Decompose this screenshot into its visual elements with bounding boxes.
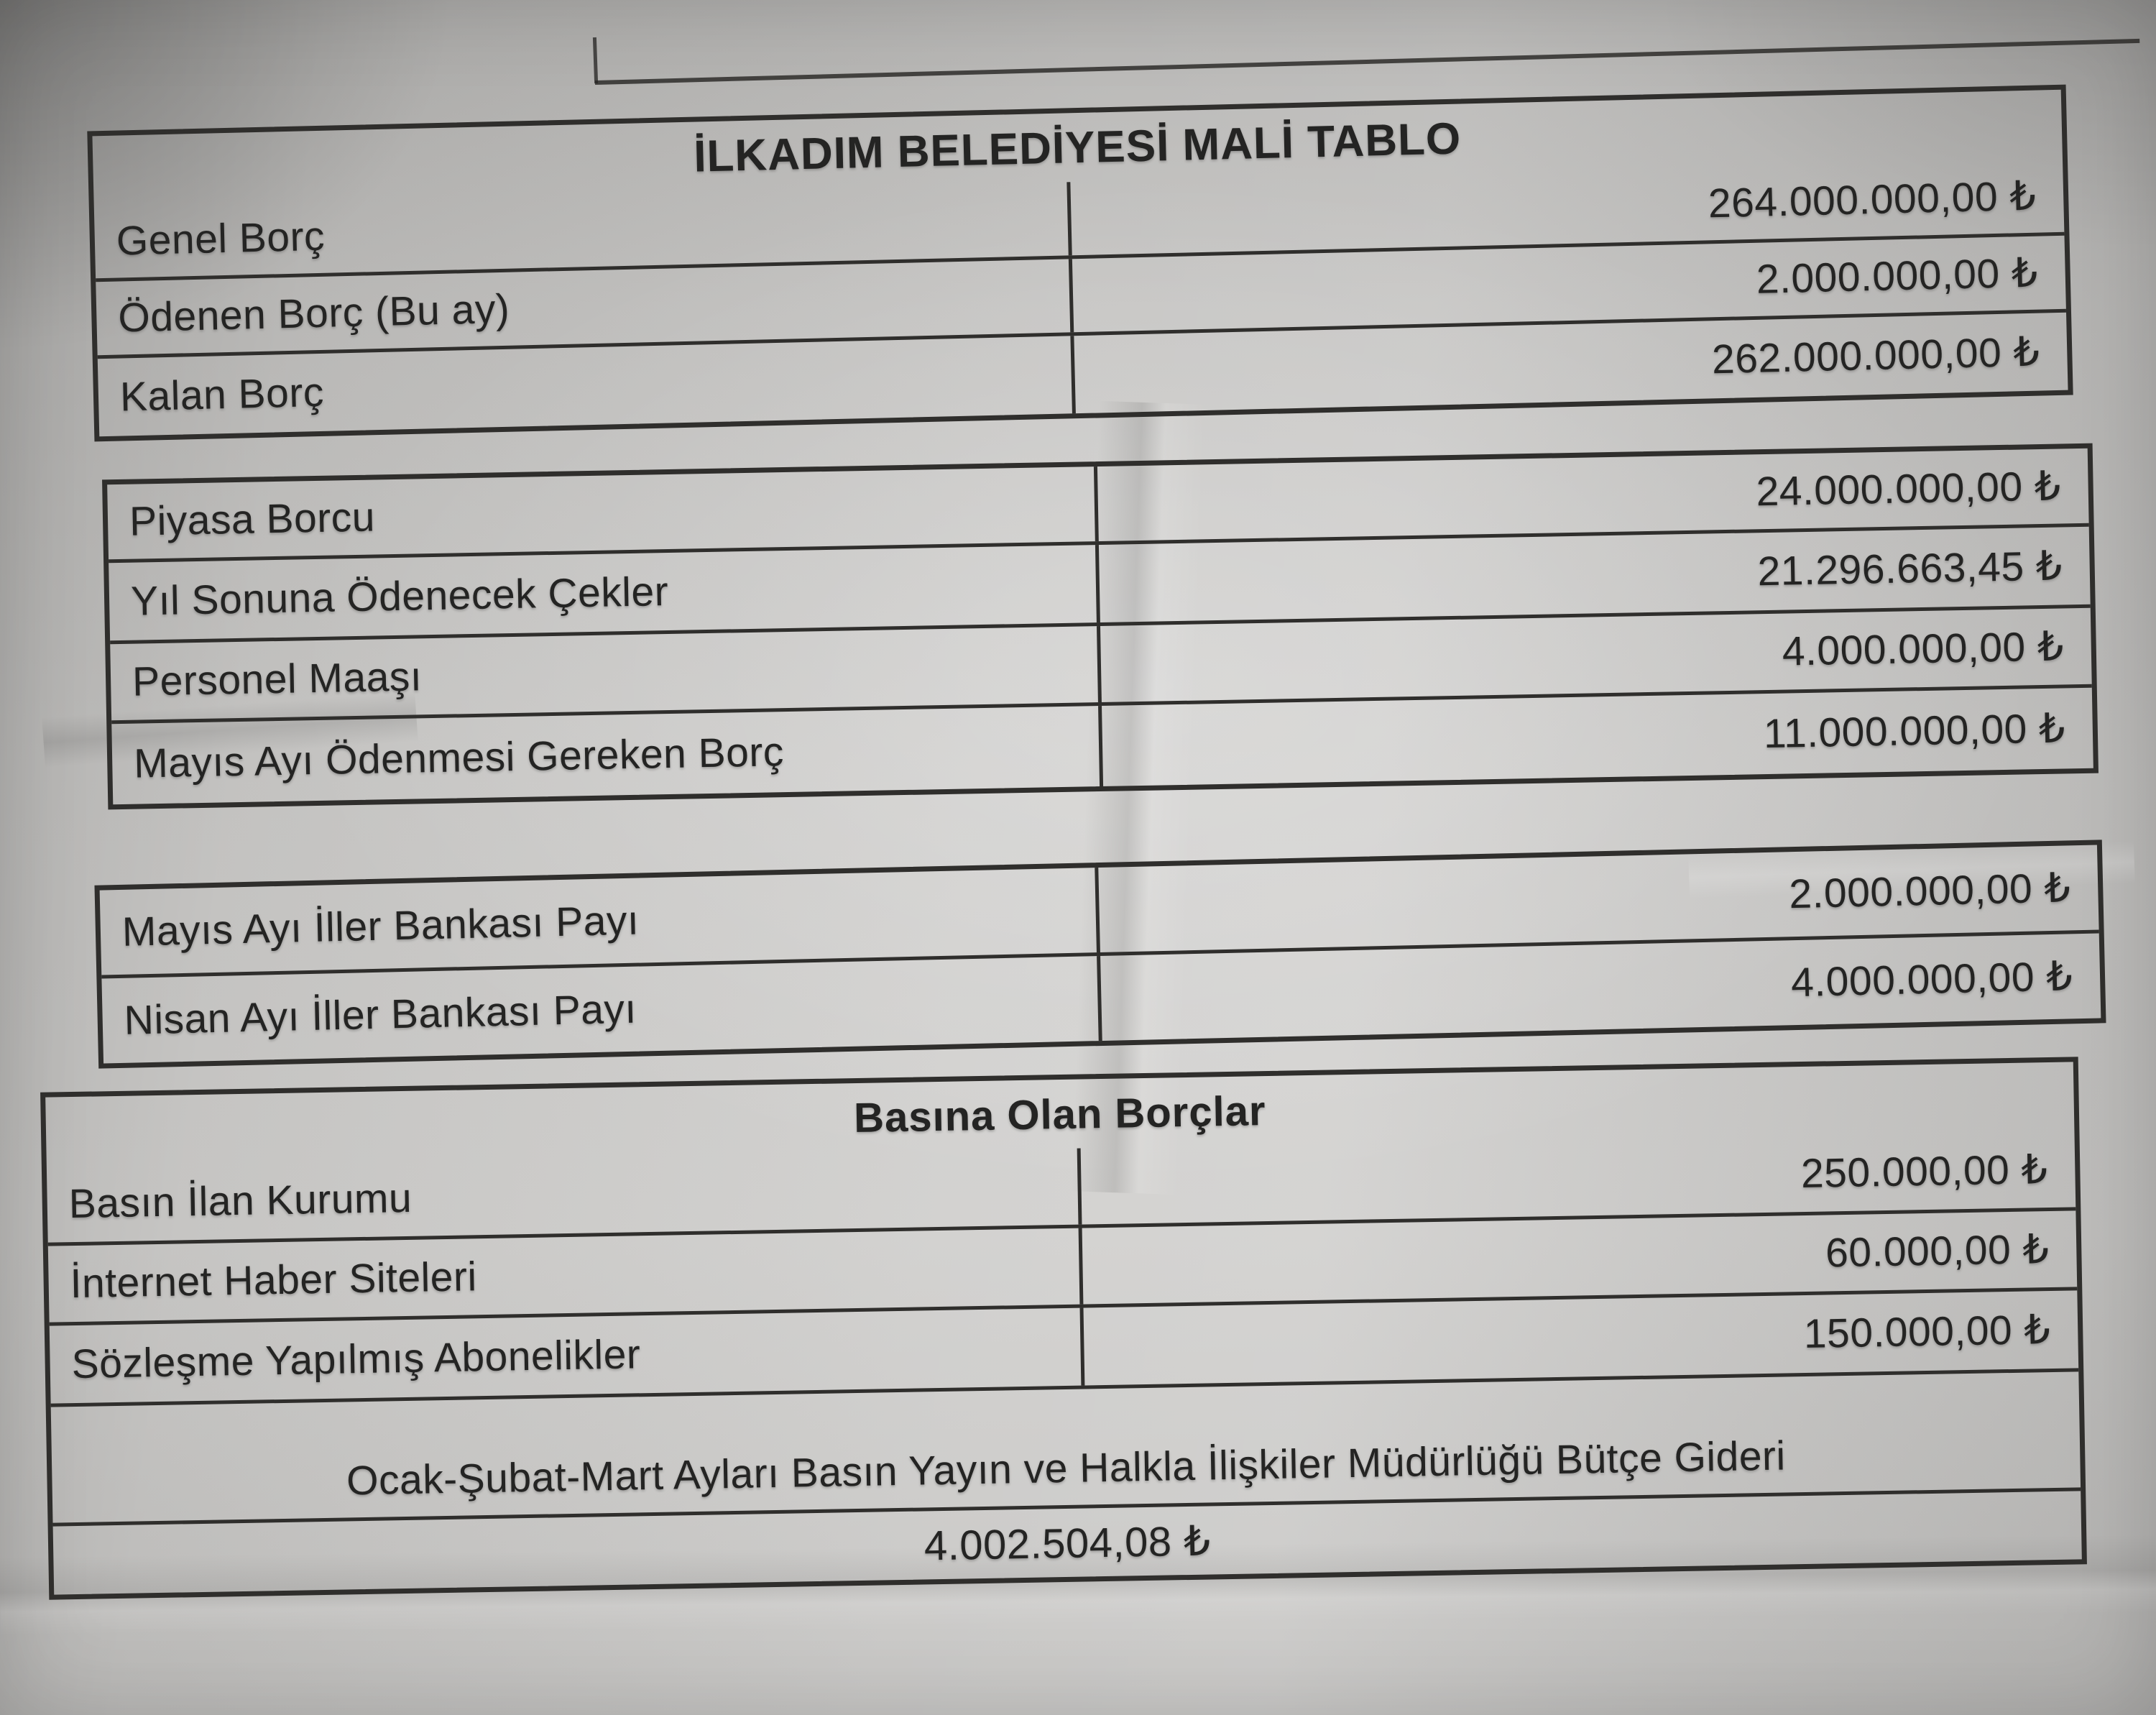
table-general-debt: İLKADIM BELEDİYESİ MALİ TABLO Genel Borç… [87,84,2073,442]
table-iller-bankasi: Mayıs Ayı İller Bankası Payı 2.000.000,0… [94,840,2106,1069]
paper-fold-line-stub [592,37,599,84]
table-market-debt: Piyasa Borcu 24.000.000,00 ₺ Yıl Sonuna … [102,443,2099,810]
paper-fold-line [594,38,2140,85]
row-label: Nisan Ayı İller Bankası Payı [101,955,1102,1064]
row-label: Mayıs Ayı Ödenmesi Gereken Borç [111,705,1104,805]
table-press-debts: Basına Olan Borçlar Basın İlan Kurumu 25… [40,1057,2087,1600]
row-value: 11.000.000,00 ₺ [1763,705,2066,758]
row-value: 4.000.000,00 ₺ [1790,953,2073,1006]
budget-note: Ocak-Şubat-Mart Ayları Basın Yayın ve Ha… [346,1433,1787,1504]
press-debts-title: Basına Olan Borçlar [853,1087,1267,1141]
page-title: İLKADIM BELEDİYESİ MALİ TABLO [693,113,1462,182]
budget-total: 4.002.504,08 ₺ [923,1517,1212,1569]
